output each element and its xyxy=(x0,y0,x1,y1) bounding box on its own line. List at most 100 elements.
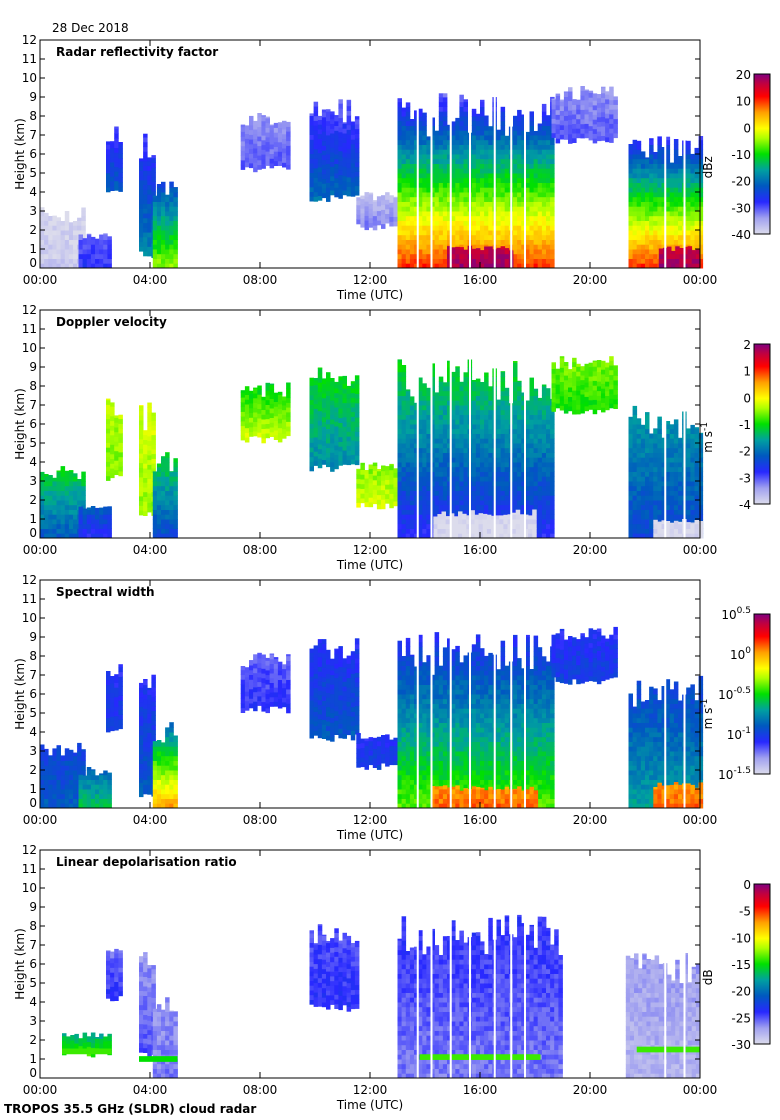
echo-cell xyxy=(106,447,111,453)
echo-cell xyxy=(559,105,565,111)
echo-cell xyxy=(114,128,119,134)
echo-cell xyxy=(550,168,555,174)
echo-cell xyxy=(414,457,419,463)
echo-cell xyxy=(151,434,156,440)
echo-cell xyxy=(550,182,555,188)
echo-cell xyxy=(496,409,501,415)
echo-cell xyxy=(588,125,594,131)
echo-cell xyxy=(661,182,666,188)
echo-cell xyxy=(40,230,45,236)
echo-cell xyxy=(500,106,506,112)
echo-cell xyxy=(139,158,144,162)
echo-cell xyxy=(488,395,493,401)
echo-cell xyxy=(430,206,435,212)
echo-cell xyxy=(521,405,526,411)
echo-cell xyxy=(463,466,468,472)
echo-cell xyxy=(240,131,246,137)
echo-cell xyxy=(438,433,444,439)
echo-cell xyxy=(649,173,654,179)
echo-cell xyxy=(422,428,427,434)
echo-cell xyxy=(451,490,456,496)
echo-cell xyxy=(459,177,464,183)
echo-cell xyxy=(309,115,314,121)
echo-cell xyxy=(338,160,343,166)
echo-cell xyxy=(114,161,119,167)
echo-cell xyxy=(430,192,435,198)
echo-cell xyxy=(313,134,319,140)
echo-cell xyxy=(683,246,688,250)
echo-cell xyxy=(438,490,444,496)
echo-cell xyxy=(334,459,339,465)
echo-cell xyxy=(309,432,314,439)
echo-cell xyxy=(397,523,402,529)
echo-cell xyxy=(653,215,658,221)
echo-cell xyxy=(426,405,431,411)
echo-cell xyxy=(240,155,246,161)
echo-cell xyxy=(645,157,650,160)
echo-cell xyxy=(430,135,435,141)
echo-cell xyxy=(686,173,691,179)
echo-cell xyxy=(628,187,633,193)
echo-cell xyxy=(475,443,481,449)
echo-cell xyxy=(525,158,530,164)
echo-cell xyxy=(488,495,493,501)
echo-cell xyxy=(665,163,671,169)
echo-cell xyxy=(409,187,415,193)
echo-cell xyxy=(418,125,423,131)
echo-cell xyxy=(541,220,547,226)
echo-cell xyxy=(451,438,456,444)
echo-cell xyxy=(389,488,394,494)
echo-cell xyxy=(422,528,427,534)
echo-cell xyxy=(99,509,104,515)
echo-cell xyxy=(475,466,481,472)
echo-cell xyxy=(106,144,111,150)
echo-cell xyxy=(480,424,485,430)
echo-cell xyxy=(500,481,506,487)
echo-cell xyxy=(368,487,374,493)
echo-cell xyxy=(463,504,468,510)
echo-cell xyxy=(640,192,646,198)
echo-cell xyxy=(521,211,526,217)
echo-cell xyxy=(422,485,427,491)
echo-cell xyxy=(496,495,501,501)
echo-cell xyxy=(592,109,598,115)
echo-cell xyxy=(442,419,448,425)
echo-cell xyxy=(484,173,489,179)
echo-cell xyxy=(156,263,162,269)
echo-cell xyxy=(447,371,452,377)
echo-cell xyxy=(504,424,510,430)
echo-cell xyxy=(354,375,360,380)
echo-cell xyxy=(665,187,671,193)
echo-cell xyxy=(409,258,415,264)
echo-cell xyxy=(459,485,464,491)
echo-cell xyxy=(673,149,679,155)
echo-cell xyxy=(139,160,144,167)
echo-cell xyxy=(338,103,343,109)
echo-cell xyxy=(521,149,526,155)
echo-cell xyxy=(286,392,291,399)
echo-cell xyxy=(447,196,452,202)
echo-cell xyxy=(484,263,489,269)
echo-cell xyxy=(645,258,650,264)
echo-cell xyxy=(521,187,526,193)
echo-cell xyxy=(334,144,339,150)
echo-cell xyxy=(409,196,415,202)
echo-cell xyxy=(397,367,402,373)
echo-cell xyxy=(504,428,510,434)
echo-cell xyxy=(632,187,638,193)
echo-cell xyxy=(658,263,664,269)
echo-cell xyxy=(73,514,78,520)
echo-cell xyxy=(471,476,477,482)
y-tick-label: 12 xyxy=(22,33,37,47)
echo-cell xyxy=(649,234,654,240)
echo-cell xyxy=(442,144,448,150)
echo-cell xyxy=(513,158,518,164)
echo-cell xyxy=(354,147,360,153)
echo-cell xyxy=(56,476,61,482)
echo-cell xyxy=(265,155,270,162)
echo-cell xyxy=(471,130,477,136)
echo-cell xyxy=(434,405,440,411)
echo-cell xyxy=(364,497,369,503)
echo-cell xyxy=(459,409,464,415)
echo-cell xyxy=(533,466,539,472)
